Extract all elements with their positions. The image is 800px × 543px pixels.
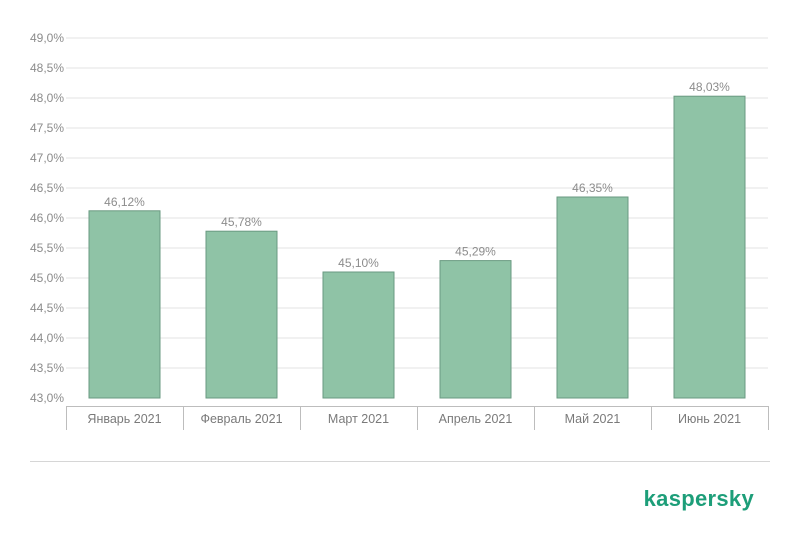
- bars: [88, 95, 746, 399]
- y-tick-label: 47,0%: [30, 151, 64, 165]
- data-label: 45,78%: [221, 215, 262, 229]
- x-tick-label: Февраль 2021: [200, 412, 282, 426]
- y-tick-label: 47,5%: [30, 121, 64, 135]
- x-tick-label: Апрель 2021: [439, 412, 513, 426]
- bar: [205, 230, 278, 399]
- y-tick-label: 46,0%: [30, 211, 64, 225]
- y-tick-label: 46,5%: [30, 181, 64, 195]
- bar-chart: 43,0% 43,5% 44,0% 44,5% 45,0% 45,5% 46,0% 46,5%…: [30, 31, 769, 430]
- x-tick-label: Июнь 2021: [678, 412, 741, 426]
- data-label: 45,10%: [338, 256, 379, 270]
- x-axis: Январь 2021 Февраль 2021 Март 2021 Апрель 2…: [66, 406, 769, 430]
- bar: [556, 196, 629, 399]
- y-axis-ticks: 43,0% 43,5% 44,0% 44,5% 45,0% 45,5% 46,0% 46,5%…: [30, 31, 64, 405]
- y-tick-label: 45,0%: [30, 271, 64, 285]
- footer-divider: [30, 461, 770, 462]
- y-tick-label: 44,5%: [30, 301, 64, 315]
- bar: [673, 95, 746, 399]
- grid-lines: [66, 37, 768, 369]
- y-tick-label: 49,0%: [30, 31, 64, 45]
- x-tick-label: Май 2021: [565, 412, 621, 426]
- data-label: 46,12%: [104, 195, 145, 209]
- y-tick-label: 44,0%: [30, 331, 64, 345]
- bar: [88, 210, 161, 399]
- bar: [322, 271, 395, 399]
- y-tick-label: 45,5%: [30, 241, 64, 255]
- bar: [439, 260, 512, 399]
- x-tick-label: Март 2021: [328, 412, 389, 426]
- y-tick-label: 48,0%: [30, 91, 64, 105]
- x-tick-label: Январь 2021: [87, 412, 161, 426]
- y-tick-label: 43,5%: [30, 361, 64, 375]
- data-labels: 46,12% 45,78% 45,10% 45,29% 46,35% 48,03%: [104, 80, 730, 270]
- y-tick-label: 48,5%: [30, 61, 64, 75]
- y-tick-label: 43,0%: [30, 391, 64, 405]
- data-label: 45,29%: [455, 245, 496, 259]
- data-label: 46,35%: [572, 181, 613, 195]
- kaspersky-logo: kaspersky: [643, 486, 754, 511]
- data-label: 48,03%: [689, 80, 730, 94]
